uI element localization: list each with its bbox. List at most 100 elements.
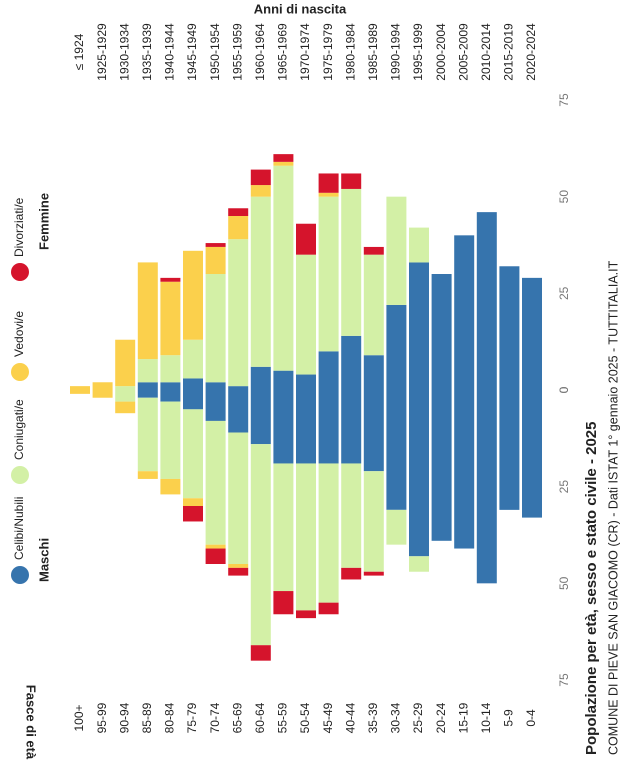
age-label: 60-64 [253, 702, 267, 733]
female-bar [273, 165, 294, 371]
age-label: 95-99 [95, 702, 109, 733]
male-bar [183, 409, 203, 499]
birth-year-label: 1925-1929 [95, 23, 109, 81]
female-bar [454, 235, 475, 390]
female-bar [296, 254, 316, 375]
male-bar [228, 390, 249, 433]
male-bar [160, 401, 181, 479]
x-tick-label: 0 [557, 386, 571, 393]
chart-subtitle: COMUNE DI PIEVE SAN GIACOMO (CR) - Dati … [606, 260, 620, 755]
birth-year-label: 1950-1954 [208, 23, 222, 81]
age-label: 30-34 [389, 702, 403, 733]
side-label: Maschi [36, 538, 51, 582]
birth-year-label: 1930-1934 [117, 23, 131, 81]
male-bar [363, 471, 384, 572]
birth-year-label: 1955-1959 [230, 23, 244, 81]
male-bar [341, 390, 362, 464]
male-bar [160, 390, 181, 402]
birth-year-label: 1995-1999 [411, 23, 425, 81]
male-bar [250, 390, 271, 445]
male-bar [205, 420, 226, 545]
female-bar [341, 335, 362, 390]
female-bar [431, 274, 452, 390]
male-bar [137, 471, 158, 479]
male-bar [522, 390, 542, 518]
legend-swatch [11, 363, 29, 381]
female-bar [476, 212, 497, 390]
female-bar [205, 274, 226, 383]
female-bar [137, 359, 158, 383]
x-tick-label: 0 [557, 386, 571, 393]
age-label: 45-49 [321, 702, 335, 733]
age-label: 40-44 [343, 702, 357, 733]
male-bar [205, 548, 226, 564]
female-bar [296, 374, 316, 390]
female-bar [92, 382, 113, 390]
female-bar [115, 339, 136, 387]
female-bar [296, 223, 316, 255]
age-label: 35-39 [366, 702, 380, 733]
male-bar [115, 401, 136, 414]
female-bar [228, 208, 249, 216]
legend-label: Coniugati/e [12, 399, 26, 460]
male-bar [318, 390, 339, 464]
female-bar [363, 355, 384, 390]
x-tick-label: 75 [557, 673, 571, 687]
birth-year-label: 2020-2024 [524, 23, 538, 81]
birth-year-label: 1935-1939 [140, 23, 154, 81]
male-bar [228, 432, 249, 564]
male-bar [386, 390, 407, 510]
age-label: 20-24 [434, 702, 448, 733]
female-bar [318, 351, 339, 390]
female-bar [409, 262, 429, 390]
male-bar [341, 567, 362, 580]
female-bar [273, 370, 294, 390]
legend-label: Celibi/Nubili [12, 497, 26, 560]
female-bar [228, 386, 249, 390]
age-label: 10-14 [479, 702, 493, 733]
male-bar [228, 564, 249, 568]
male-bar [499, 390, 520, 510]
female-bar [341, 188, 362, 336]
female-bar [228, 216, 249, 240]
female-bar [363, 246, 384, 255]
male-bar [296, 390, 316, 464]
female-bar [70, 386, 90, 390]
birth-year-label: 1985-1989 [366, 23, 380, 81]
male-bar [183, 506, 203, 522]
male-bar [70, 390, 90, 394]
female-bar [386, 196, 407, 305]
female-bar [137, 262, 158, 360]
female-bar [386, 304, 407, 390]
male-bar [137, 397, 158, 472]
male-bar [183, 390, 203, 410]
age-label: 50-54 [298, 702, 312, 733]
birth-year-label: 2015-2019 [502, 23, 516, 81]
female-bar [409, 227, 429, 263]
male-bar [183, 498, 203, 506]
age-label: 15-19 [456, 702, 470, 733]
female-bar [205, 246, 226, 274]
female-bar [250, 185, 271, 197]
female-bar [318, 173, 339, 193]
female-bar [273, 154, 294, 162]
female-bar [160, 277, 181, 282]
female-bar [115, 386, 136, 390]
male-bar [137, 390, 158, 398]
male-bar [160, 478, 181, 495]
male-bar [476, 390, 497, 584]
age-label: 5-9 [502, 709, 516, 727]
female-bar [250, 196, 271, 367]
birth-year-label: 1960-1964 [253, 23, 267, 81]
chart-title: Popolazione per età, sesso e stato civil… [583, 422, 600, 755]
male-bar [296, 610, 316, 619]
male-bar [409, 556, 429, 572]
male-bar [228, 567, 249, 576]
birth-year-label: 2005-2009 [456, 23, 470, 81]
side-label: Femmine [36, 193, 51, 250]
female-bar [160, 281, 181, 356]
age-label: 90-94 [117, 702, 131, 733]
x-tick-label: 25 [557, 480, 571, 494]
male-bar [318, 463, 339, 603]
